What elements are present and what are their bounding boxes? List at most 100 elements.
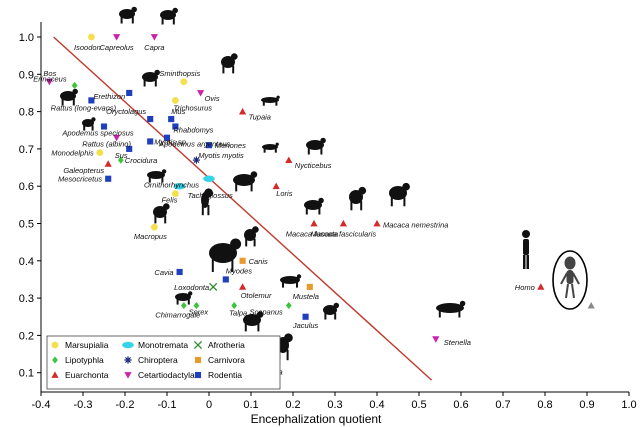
silhouette-head xyxy=(276,95,280,99)
silhouette-body xyxy=(323,305,337,315)
point-monodelphis xyxy=(96,149,104,157)
point-label: Myodes xyxy=(226,266,253,275)
point-felis xyxy=(171,190,179,198)
silhouette-head xyxy=(204,188,214,198)
point-label: Mustela xyxy=(293,292,319,301)
silhouette-leg xyxy=(305,208,308,215)
silhouette-body xyxy=(153,206,167,218)
point-label: Loris xyxy=(276,189,293,198)
echidna-silhouette xyxy=(233,171,258,192)
rat-albino-silhouette xyxy=(82,117,96,131)
silhouette-body xyxy=(142,72,158,82)
point-label: Bos xyxy=(43,69,56,78)
point-myodes xyxy=(222,276,229,283)
legend-label: Afrotheria xyxy=(208,340,245,350)
y-tick-label: 0.2 xyxy=(19,330,34,342)
point-label: Felis xyxy=(162,196,178,205)
silhouette-leg xyxy=(282,282,284,288)
point-label: Otolemur xyxy=(241,291,272,300)
point-sminthopsis xyxy=(180,78,188,86)
cat-silhouette xyxy=(201,188,214,216)
silhouette-leg xyxy=(154,215,157,224)
point-label: Homo xyxy=(515,283,535,292)
sheep-silhouette xyxy=(221,53,238,74)
silhouette-body xyxy=(160,10,176,20)
y-tick-label: 0.8 xyxy=(19,107,34,119)
point-ornithorhynchus xyxy=(203,175,215,182)
x-tick-label: -0.2 xyxy=(116,399,135,411)
alien-leg xyxy=(571,283,575,299)
legend-marker-rodentia xyxy=(194,371,202,379)
macaque-silhouette-2 xyxy=(349,186,367,211)
point-label: Talpa xyxy=(229,309,247,318)
silhouette-head xyxy=(131,6,137,13)
jerboa-silhouette xyxy=(323,302,340,320)
point-label: Isoodon xyxy=(74,43,101,52)
alien-silhouette xyxy=(560,256,580,299)
x-tick-label: 0.5 xyxy=(411,399,426,411)
point-otolemur xyxy=(239,283,247,290)
silhouette-leg xyxy=(161,177,164,183)
point-rattus-long-evans xyxy=(88,97,95,104)
x-tick-label: 1.0 xyxy=(621,399,636,411)
point-cavia xyxy=(176,268,183,276)
legend-label: Carnivora xyxy=(208,355,245,365)
legend-label: Euarchonta xyxy=(65,370,109,380)
dolphin-silhouette xyxy=(436,300,466,318)
point-meriones xyxy=(205,142,213,149)
point-macaca-nemestrina xyxy=(373,219,381,227)
point-ovis xyxy=(197,90,205,97)
silhouette-body xyxy=(244,229,256,241)
point-sorex xyxy=(193,301,200,310)
alien-body xyxy=(566,270,574,284)
silhouette-leg xyxy=(244,323,247,332)
silhouette-head xyxy=(172,7,178,14)
chart-axes: -0.4 -0.3 -0.2 -0.1 0 0.1 0.2 0.3 0.4 0.5 0.6 0.7 0.… xyxy=(19,22,637,411)
silhouette-leg xyxy=(324,313,327,320)
silhouette-leg xyxy=(187,299,190,305)
silhouette-leg xyxy=(296,282,298,288)
silhouette-body xyxy=(60,91,76,101)
point-label: Tachyglossus xyxy=(188,191,233,200)
silhouette-leg xyxy=(318,208,321,215)
point-label: Ornithorhynchus xyxy=(144,181,199,190)
data-points xyxy=(45,33,595,366)
point-tachyglossus xyxy=(173,182,186,190)
point-label: Oryctolagus xyxy=(106,107,146,116)
x-tick-label: 0.3 xyxy=(327,399,342,411)
goat-silhouette xyxy=(160,7,178,25)
legend-marker-cetartiodactyla xyxy=(124,372,132,379)
silhouette-leg xyxy=(360,201,363,211)
point-rhabdomys xyxy=(172,123,179,130)
point-scapanus xyxy=(285,301,292,310)
silhouette-leg xyxy=(83,125,86,131)
point-apodemus-argenteus xyxy=(163,134,171,141)
human-leg xyxy=(523,255,526,269)
legend-label: Cetartiodactyla xyxy=(138,370,195,380)
alien-arm xyxy=(572,272,580,285)
silhouette-leg xyxy=(176,299,179,305)
silhouette-head xyxy=(188,291,193,296)
point-label: Rattus (long-evans) xyxy=(51,103,117,112)
point-label: Macaca nemestrina xyxy=(383,221,448,230)
human-head xyxy=(522,230,530,238)
x-axis-label: Encephalization quotient xyxy=(251,412,382,426)
silhouette-head xyxy=(318,197,324,204)
silhouette-leg xyxy=(72,99,75,106)
silhouette-body xyxy=(233,174,255,186)
point-capra xyxy=(150,34,158,41)
silhouette-leg xyxy=(274,148,277,153)
point-label: Mus xyxy=(171,107,185,116)
point-label: Erinaceus xyxy=(33,74,67,83)
silhouette-body xyxy=(280,276,300,284)
point-oryctolagus xyxy=(147,116,154,123)
silhouette-leg xyxy=(148,177,151,183)
point-label: Myotis myotis xyxy=(198,151,244,160)
silhouette-body xyxy=(82,119,94,127)
legend-marker-carnivora xyxy=(194,356,202,364)
point-label: Mesocricetus xyxy=(58,175,102,184)
silhouette-head xyxy=(284,333,293,343)
point-bos xyxy=(45,78,53,86)
point-erinaceus xyxy=(71,81,78,90)
